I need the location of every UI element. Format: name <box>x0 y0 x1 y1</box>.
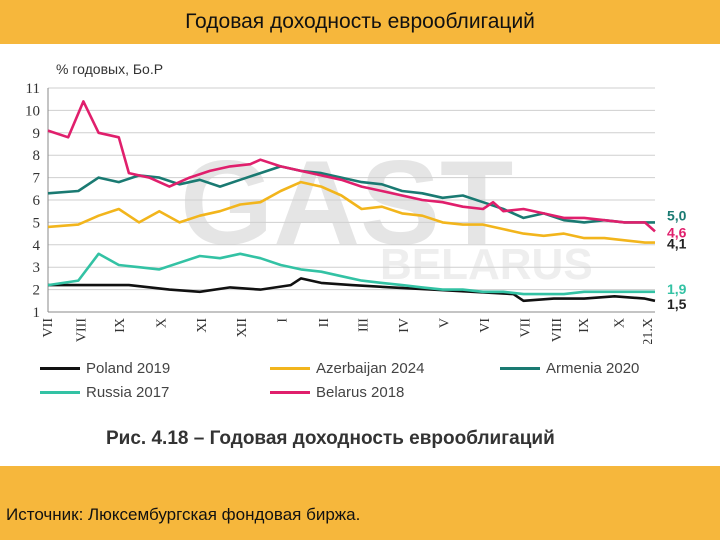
y-tick-label: 6 <box>33 193 41 209</box>
watermark-sub-text: BELARUS <box>380 240 593 289</box>
end-value-label: 1,9 <box>667 281 687 297</box>
series-line <box>48 277 656 303</box>
x-tick-label: III <box>357 318 372 332</box>
x-tick-label: VII <box>41 318 56 338</box>
title-bar <box>0 0 720 44</box>
x-tick-label: VIII <box>74 318 89 342</box>
source-text: Источник: Люксембургская фондовая биржа. <box>6 505 361 524</box>
x-tick-label: VI <box>478 318 493 333</box>
series-lines <box>47 100 656 303</box>
y-axis-label: % годовых, Бо.Р <box>56 61 163 77</box>
y-tick-label: 8 <box>33 148 41 164</box>
legend-item: Belarus 2018 <box>270 384 404 401</box>
page-title: Годовая доходность еврооблигаций <box>185 10 535 33</box>
legend-item: Armenia 2020 <box>500 360 639 377</box>
legend-label: Belarus 2018 <box>316 384 405 401</box>
y-tick-label: 11 <box>26 81 40 97</box>
x-tick-label: I <box>276 318 291 323</box>
x-tick-label: X <box>613 318 628 328</box>
y-tick-label: 9 <box>33 126 41 142</box>
legend: Poland 2019 Azerbaijan 2024 Armenia 2020 Ru… <box>0 352 720 412</box>
legend-item: Azerbaijan 2024 <box>270 360 424 377</box>
legend-swatch <box>500 367 540 370</box>
chart-panel <box>0 44 720 466</box>
y-tick-label: 7 <box>33 171 41 187</box>
legend-label: Poland 2019 <box>86 360 171 377</box>
watermark-logo: GAST BELARUS <box>180 136 593 289</box>
x-tick-label: VII <box>519 318 534 338</box>
y-tick-label: 5 <box>33 215 41 231</box>
figure-caption: Рис. 4.18 – Годовая доходность еврооблиг… <box>106 428 555 449</box>
legend-label: Armenia 2020 <box>546 360 640 377</box>
legend-swatch <box>40 367 80 370</box>
series-line <box>47 252 655 296</box>
legend-swatch <box>270 367 310 370</box>
series-line <box>47 100 656 233</box>
x-tick-label: V <box>438 318 453 328</box>
y-tick-label: 10 <box>25 103 40 119</box>
y-tick-label: 1 <box>33 305 41 321</box>
x-tick-label: 21.X <box>641 318 656 344</box>
x-tick-label: II <box>317 318 332 328</box>
legend-label: Russia 2017 <box>86 384 170 401</box>
y-axis: 1 2 3 4 5 6 7 8 9 10 11 <box>25 81 41 321</box>
series-line <box>47 180 655 244</box>
end-value-label: 4,6 <box>667 224 687 240</box>
end-labels: 1,5 4,1 5,0 1,9 4,6 <box>667 207 687 311</box>
x-tick-label: IX <box>577 318 592 333</box>
x-tick-label: VIII <box>550 318 565 342</box>
legend-item: Russia 2017 <box>40 384 169 401</box>
x-tick-label: X <box>154 318 169 328</box>
y-tick-label: 2 <box>33 283 41 299</box>
x-tick-label: XII <box>235 318 250 338</box>
legend-item: Poland 2019 <box>40 360 170 377</box>
legend-label: Azerbaijan 2024 <box>316 360 425 377</box>
y-tick-label: 3 <box>33 260 41 276</box>
end-value-label: 4,1 <box>667 236 687 252</box>
x-tick-label: IX <box>113 318 128 333</box>
source-bar <box>0 466 720 540</box>
watermark-logo-text: GAST <box>180 136 513 270</box>
legend-swatch <box>270 391 310 394</box>
end-value-label: 1,5 <box>667 296 687 312</box>
legend-swatch <box>40 391 80 394</box>
x-tick-label: XI <box>195 318 210 333</box>
end-value-label: 5,0 <box>667 207 687 223</box>
x-axis: VII VIII IX X XI XII I II III IV V VI VII VIII IX X 21.X <box>41 318 656 344</box>
series-line <box>47 165 655 224</box>
x-tick-label: IV <box>397 318 412 333</box>
y-tick-label: 4 <box>33 238 41 254</box>
